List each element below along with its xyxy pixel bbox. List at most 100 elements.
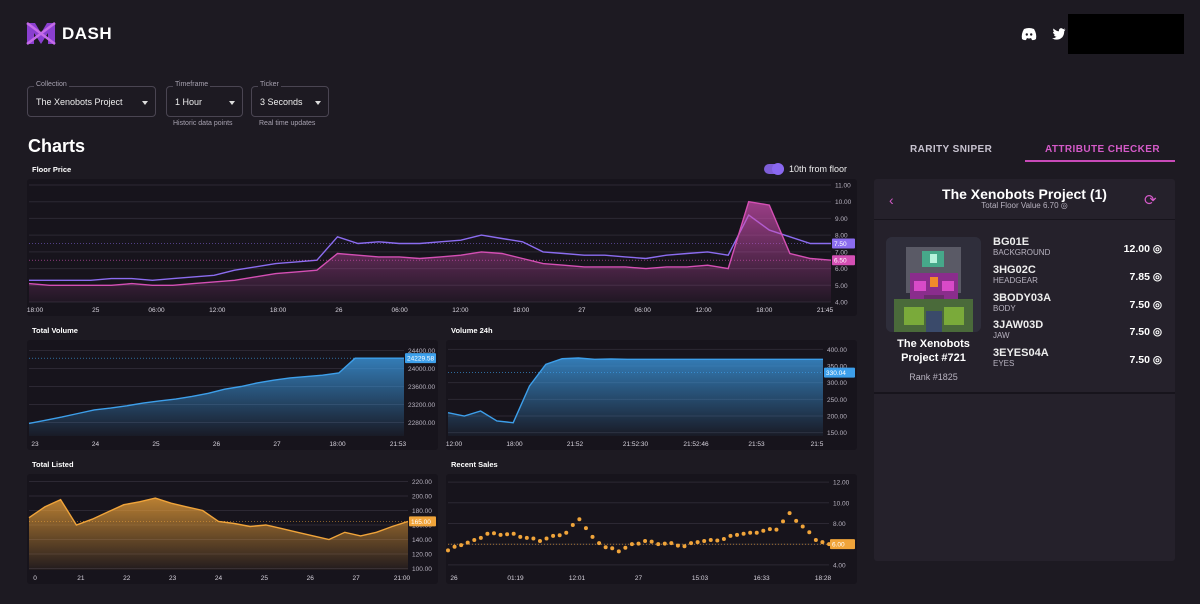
floor-toggle-label: 10th from floor — [789, 164, 848, 174]
recent-sales-title: Recent Sales — [451, 460, 498, 469]
sales-point — [518, 534, 523, 539]
dash-logo-icon — [26, 22, 56, 45]
y-tick-label: 5.00 — [835, 283, 848, 290]
sales-point — [669, 541, 674, 546]
sales-point — [597, 541, 602, 546]
x-tick-label: 12:00 — [452, 307, 469, 314]
attribute-type: HEADGEAR — [993, 276, 1038, 285]
sales-point — [537, 539, 542, 544]
total-volume-chart[interactable]: 22800.00 23200.00 23600.00 24000.00 24400.00… — [27, 340, 438, 450]
sales-point — [774, 527, 779, 532]
sales-point — [478, 535, 483, 540]
volume-24h-title: Volume 24h — [451, 326, 493, 335]
y-tick-label: 4.00 — [833, 562, 846, 569]
sales-point — [491, 531, 496, 536]
sales-point — [708, 538, 713, 542]
nft-image — [886, 237, 981, 332]
x-tick-label: 0 — [33, 575, 37, 582]
x-tick-label: 21:53 — [390, 441, 407, 448]
series-area — [29, 358, 404, 436]
y-tick-label: 22800.00 — [408, 420, 435, 427]
last-value-badge — [824, 367, 855, 378]
attribute-row: 3BODY03A BODY — [993, 292, 1051, 313]
sales-point — [505, 532, 510, 537]
collection-select[interactable]: Collection The Xenobots Project — [27, 81, 156, 117]
sales-point — [583, 526, 588, 531]
sales-point — [649, 539, 654, 544]
total-volume-title: Total Volume — [32, 326, 78, 335]
sales-point — [662, 541, 667, 546]
y-tick-label: 6.00 — [835, 266, 848, 273]
ticker-select[interactable]: Ticker 3 Seconds — [251, 81, 329, 117]
total-volume-panel: 22800.00 23200.00 23600.00 24000.00 24400.00… — [27, 340, 438, 450]
x-tick-label: 18:00 — [329, 441, 346, 448]
series-area — [29, 498, 408, 570]
sales-point — [557, 533, 562, 538]
series-line — [29, 214, 831, 282]
sales-point — [465, 540, 470, 545]
x-tick-label: 12:00 — [209, 307, 226, 314]
brand-name: DASH — [62, 24, 113, 43]
series-line — [28, 200, 832, 286]
toggle-knob — [772, 163, 784, 175]
attribute-type: EYES — [993, 359, 1015, 368]
x-tick-label: 25 — [261, 575, 269, 582]
recent-sales-chart[interactable]: 4.00 6.00 8.00 10.00 12.00 26 01:19 12:01 27 15:0… — [446, 474, 857, 584]
sales-point — [807, 530, 812, 535]
sales-point — [603, 545, 608, 550]
attribute-code: 3HG02C — [993, 264, 1036, 276]
x-tick-label: 21:52:30 — [623, 441, 649, 448]
attribute-code: 3JAW03D — [993, 319, 1044, 331]
sales-point — [702, 539, 707, 544]
last-value-label: 7.50 — [834, 241, 847, 248]
x-tick-label: 18:00 — [506, 441, 523, 448]
tab-rarity-sniper[interactable]: RARITY SNIPER — [910, 144, 993, 155]
floor-price-chart[interactable]: 4.00 5.00 6.00 7.00 8.00 9.00 10.00 11.00 18:00 2… — [27, 179, 857, 316]
twitter-icon[interactable] — [1052, 28, 1066, 41]
y-tick-label: 9.00 — [835, 216, 848, 223]
x-tick-label: 12:00 — [695, 307, 712, 314]
x-tick-label: 21:5 — [811, 441, 824, 448]
timeframe-select[interactable]: Timeframe 1 Hour — [166, 81, 243, 117]
sales-point — [511, 531, 516, 536]
x-tick-label: 23 — [169, 575, 177, 582]
y-tick-label: 11.00 — [835, 183, 851, 190]
sales-point — [544, 536, 549, 541]
sales-point — [813, 538, 818, 542]
refresh-icon[interactable]: ⟳ — [1144, 192, 1157, 209]
divider — [874, 392, 1175, 394]
x-tick-label: 24 — [215, 575, 223, 582]
floor-price-title: Floor Price — [32, 165, 72, 174]
sales-point — [715, 538, 720, 543]
x-tick-label: 27 — [578, 307, 586, 314]
tab-attribute-checker[interactable]: ATTRIBUTE CHECKER — [1045, 144, 1160, 155]
total-listed-title: Total Listed — [32, 460, 74, 469]
y-tick-label: 4.00 — [835, 300, 848, 307]
series-area — [448, 358, 823, 436]
x-tick-label: 26 — [450, 575, 458, 582]
x-tick-label: 01:19 — [507, 575, 524, 582]
sales-point — [570, 523, 575, 528]
sales-point — [623, 545, 628, 550]
x-tick-label: 18:00 — [513, 307, 530, 314]
x-tick-label: 27 — [635, 575, 643, 582]
volume-24h-chart[interactable]: 150.00 200.00 250.00 300.00 350.00 400.00 12:0… — [446, 340, 857, 450]
sales-point — [472, 538, 477, 542]
x-tick-label: 18:00 — [27, 307, 44, 314]
total-listed-chart[interactable]: 100.00120.00140.00160.00180.00200.00220.… — [27, 474, 438, 584]
x-tick-label: 26 — [335, 307, 343, 314]
sales-point — [721, 536, 726, 541]
discord-icon[interactable] — [1021, 27, 1037, 41]
sales-point — [610, 546, 615, 551]
chevron-left-icon[interactable]: ‹ — [889, 192, 894, 208]
attribute-value: 7.50 ◎ — [1129, 326, 1162, 338]
sales-point — [675, 543, 680, 548]
attribute-value: 12.00 ◎ — [1123, 243, 1162, 255]
y-tick-label: 200.00 — [412, 493, 432, 500]
last-value-label: 6.00 — [832, 542, 845, 549]
floor-toggle[interactable] — [764, 163, 784, 175]
x-tick-label: 16:33 — [753, 575, 770, 582]
sales-point — [485, 531, 490, 536]
x-tick-label: 21:53 — [748, 441, 765, 448]
sales-point — [741, 531, 746, 536]
